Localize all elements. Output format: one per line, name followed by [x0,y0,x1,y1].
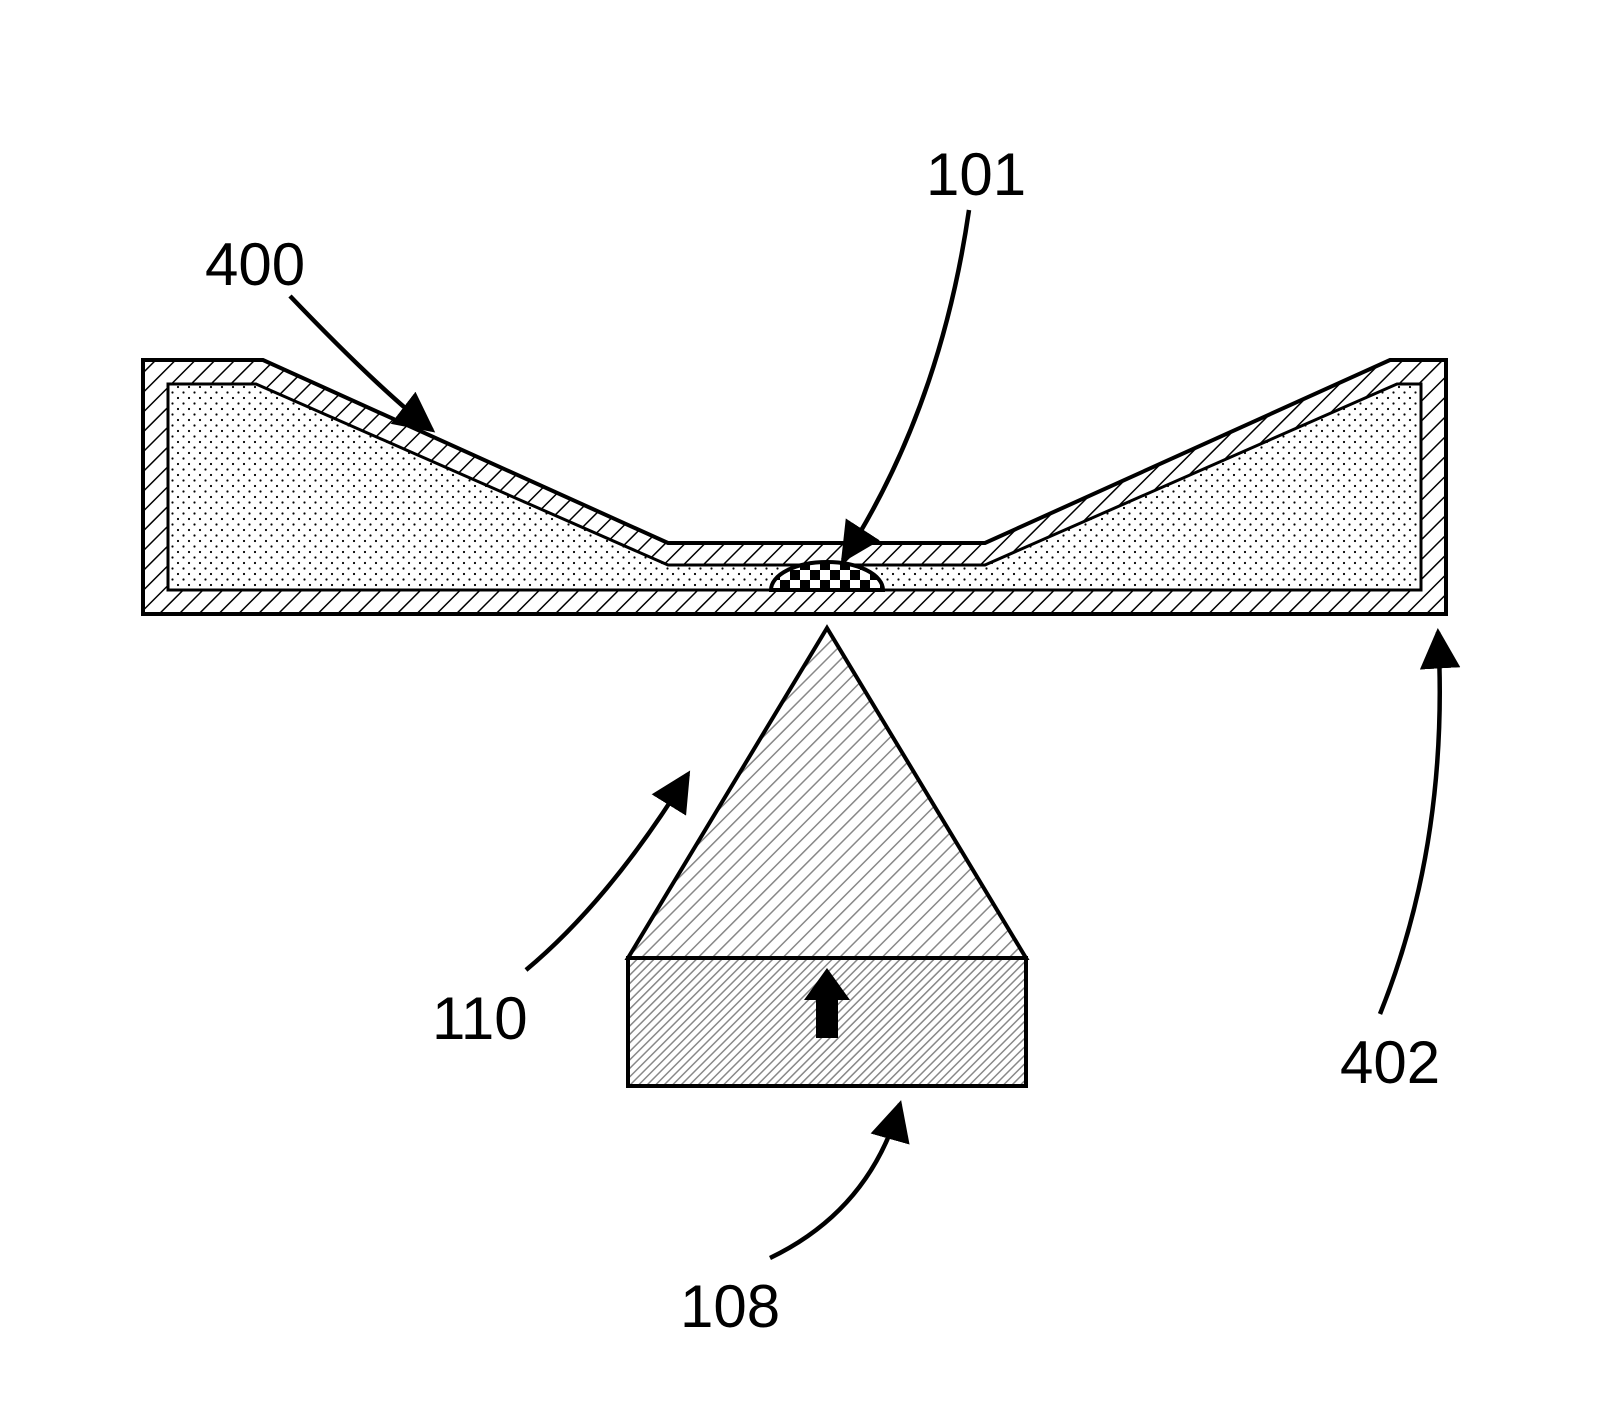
label-101: 101 [926,140,1026,209]
label-402: 402 [1340,1028,1440,1097]
callout-108 [770,1104,900,1258]
diagram-stage: 101 400 110 108 402 [0,0,1619,1424]
cone-110 [628,628,1026,958]
label-110: 110 [432,984,528,1053]
label-108: 108 [680,1272,780,1341]
callout-402 [1380,632,1440,1014]
callout-101 [843,210,969,560]
label-400: 400 [205,230,305,299]
diagram-svg [0,0,1619,1424]
